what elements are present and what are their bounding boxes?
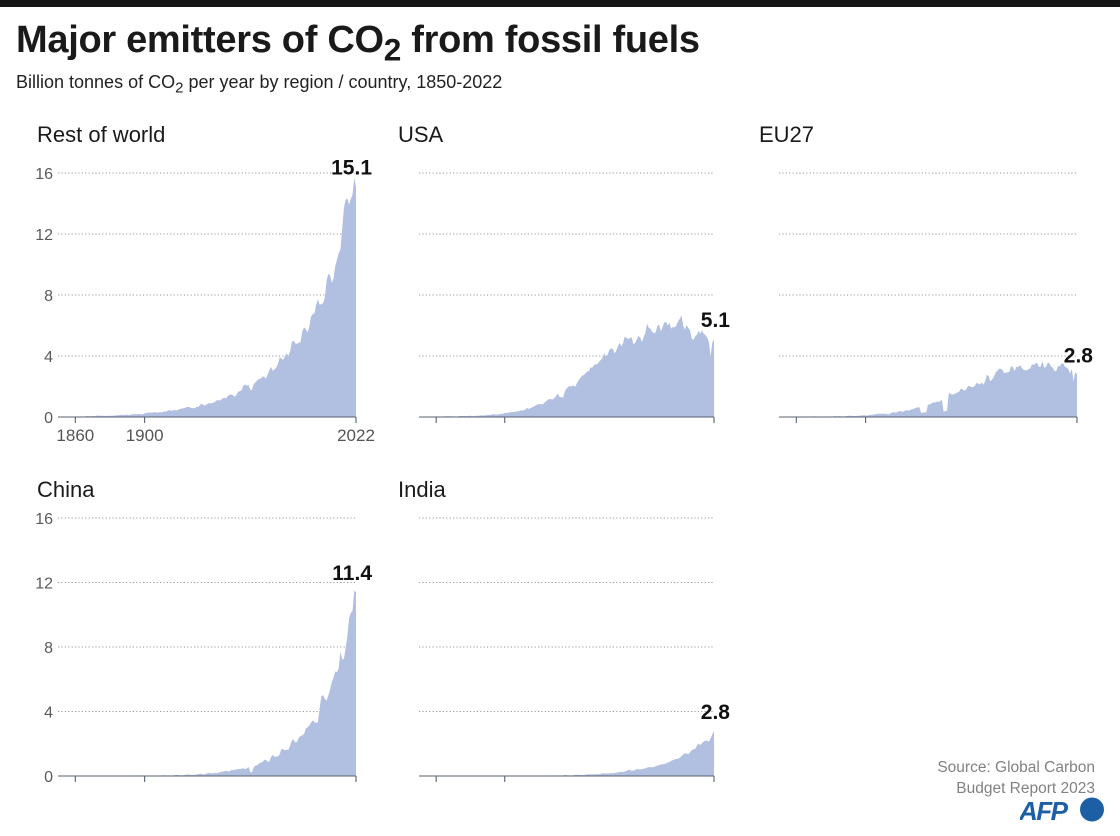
- svg-text:2.8: 2.8: [701, 701, 731, 724]
- svg-text:16: 16: [35, 511, 53, 528]
- svg-text:12: 12: [35, 227, 53, 244]
- svg-text:Rest of world: Rest of world: [37, 122, 165, 147]
- svg-text:USA: USA: [398, 122, 444, 147]
- svg-text:India: India: [398, 477, 446, 502]
- svg-text:1900: 1900: [126, 426, 164, 445]
- svg-text:0: 0: [44, 410, 53, 427]
- svg-text:11.4: 11.4: [332, 562, 372, 585]
- svg-text:EU27: EU27: [759, 122, 814, 147]
- svg-text:12: 12: [35, 576, 53, 593]
- svg-text:2022: 2022: [337, 426, 375, 445]
- svg-text:0: 0: [44, 769, 53, 786]
- svg-text:16: 16: [35, 166, 53, 183]
- svg-text:1860: 1860: [56, 426, 94, 445]
- svg-text:8: 8: [44, 288, 53, 305]
- svg-text:5.1: 5.1: [701, 309, 731, 332]
- svg-text:2.8: 2.8: [1064, 344, 1094, 367]
- svg-text:8: 8: [44, 640, 53, 657]
- svg-text:4: 4: [44, 705, 53, 722]
- svg-text:China: China: [37, 477, 95, 502]
- svg-text:15.1: 15.1: [331, 157, 372, 180]
- svg-text:4: 4: [44, 349, 53, 366]
